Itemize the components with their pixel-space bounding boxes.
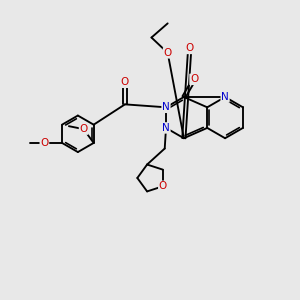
Text: N: N [221, 92, 229, 102]
Text: O: O [190, 74, 198, 84]
Text: O: O [121, 77, 129, 87]
Text: O: O [164, 48, 172, 58]
Text: O: O [40, 138, 49, 148]
Text: O: O [186, 44, 194, 53]
Text: O: O [80, 124, 88, 134]
Text: O: O [159, 181, 167, 191]
Text: N: N [162, 123, 170, 133]
Text: N: N [162, 102, 170, 112]
